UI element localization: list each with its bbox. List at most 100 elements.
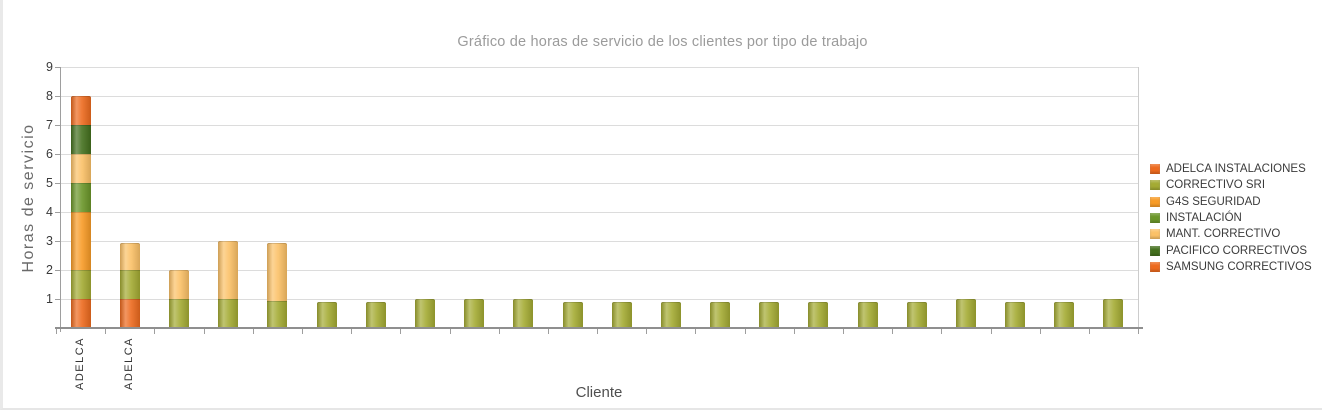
bar-segment (414, 299, 435, 328)
gridline (61, 183, 1138, 184)
x-tick (597, 329, 599, 334)
legend-label: CORRECTIVO SRI (1166, 179, 1266, 192)
legend-label: INSTALACIÓN (1166, 212, 1242, 225)
y-tick (55, 183, 60, 184)
y-tick-label: 8 (46, 89, 53, 103)
y-tick-label: 7 (46, 118, 53, 132)
legend-item: INSTALACIÓN (1150, 210, 1312, 226)
legend-label: ADELCA INSTALACIONES (1166, 163, 1306, 176)
bar-segment (267, 243, 288, 302)
y-tick-label: 6 (46, 147, 53, 161)
bar-segment (857, 301, 878, 328)
x-tick (990, 329, 992, 334)
y-tick (55, 241, 60, 242)
legend-item: SAMSUNG CORRECTIVOS (1150, 259, 1312, 275)
bar-segment (70, 96, 91, 125)
bar-segment (218, 241, 239, 299)
legend-color-swatch-icon (1150, 245, 1160, 256)
bar-segment (169, 299, 190, 328)
y-tick-label: 4 (46, 205, 53, 219)
bar-segment (218, 299, 239, 328)
x-axis-title: Cliente (575, 384, 623, 401)
y-tick-label: 3 (46, 234, 53, 248)
x-tick (646, 329, 648, 334)
bar-segment (906, 301, 927, 328)
legend-label: G4S SEGURIDAD (1166, 195, 1261, 208)
bar-segment (513, 299, 534, 328)
x-tick (400, 329, 402, 334)
gridline (61, 299, 1138, 300)
x-tick (892, 329, 894, 334)
x-tick (695, 329, 697, 334)
bar-segment (808, 301, 829, 328)
y-tick (55, 125, 60, 126)
x-tick (105, 329, 107, 334)
x-tick (203, 329, 205, 334)
bar-segment (759, 301, 780, 328)
legend-item: CORRECTIVO SRI (1150, 177, 1312, 193)
bar-segment (955, 299, 976, 328)
y-tick-label: 2 (46, 263, 53, 277)
x-tick (1039, 329, 1041, 334)
x-axis-line (55, 327, 1143, 329)
gridline (61, 241, 1138, 242)
bar-segment (316, 301, 337, 328)
y-tick (55, 212, 60, 213)
bar-segment (267, 301, 288, 328)
x-tick (498, 329, 500, 334)
bar-segment (70, 183, 91, 212)
bar-segment (70, 125, 91, 154)
chart-title: Gráfico de horas de servicio de los clie… (457, 34, 868, 50)
legend-item: PACIFICO CORRECTIVOS (1150, 242, 1312, 258)
bar-segment (70, 212, 91, 270)
bar-segment (611, 301, 632, 328)
bar-segment (365, 301, 386, 328)
x-tick (302, 329, 303, 334)
legend-color-swatch-icon (1150, 180, 1160, 191)
bar-segment (464, 299, 485, 328)
y-tick (55, 270, 60, 271)
x-category-label: ADELCA (74, 336, 87, 390)
gridline (61, 154, 1138, 155)
x-category-label: ADELCA (123, 336, 136, 390)
bar-segment (1103, 299, 1124, 328)
bar-segment (70, 299, 91, 328)
plot-right-border (1138, 67, 1139, 328)
x-tick (941, 329, 943, 334)
y-tick-label: 5 (46, 176, 53, 190)
bar-segment (1005, 301, 1026, 328)
x-tick (547, 329, 549, 334)
bar-segment (1054, 301, 1075, 328)
y-tick (55, 299, 60, 300)
bar-segment (70, 270, 91, 299)
gridline (61, 270, 1138, 271)
legend-color-swatch-icon (1150, 213, 1160, 224)
y-tick (55, 67, 60, 68)
y-tick-label: 9 (46, 60, 53, 74)
legend-label: SAMSUNG CORRECTIVOS (1166, 260, 1312, 273)
legend-color-swatch-icon (1150, 196, 1160, 207)
x-tick (351, 329, 353, 334)
bar-segment (169, 270, 190, 299)
y-tick-label: 1 (46, 292, 53, 306)
x-tick (793, 329, 795, 334)
y-axis-title: Horas de servicio (20, 123, 37, 273)
legend-label: PACIFICO CORRECTIVOS (1166, 244, 1307, 257)
bar-segment (119, 243, 140, 270)
bar-segment (119, 270, 140, 299)
x-tick (56, 329, 58, 334)
x-tick (744, 329, 746, 334)
legend-color-swatch-icon (1150, 164, 1160, 175)
x-tick (154, 329, 156, 334)
x-tick (1088, 329, 1090, 334)
bar-segment (562, 301, 583, 328)
gridline (61, 125, 1138, 126)
legend-color-swatch-icon (1150, 229, 1160, 240)
y-tick (55, 96, 60, 97)
legend-item: ADELCA INSTALACIONES (1150, 161, 1312, 177)
bar-segment (119, 299, 140, 328)
bar-segment (710, 301, 731, 328)
y-axis-line (60, 67, 61, 332)
gridline (61, 96, 1138, 97)
